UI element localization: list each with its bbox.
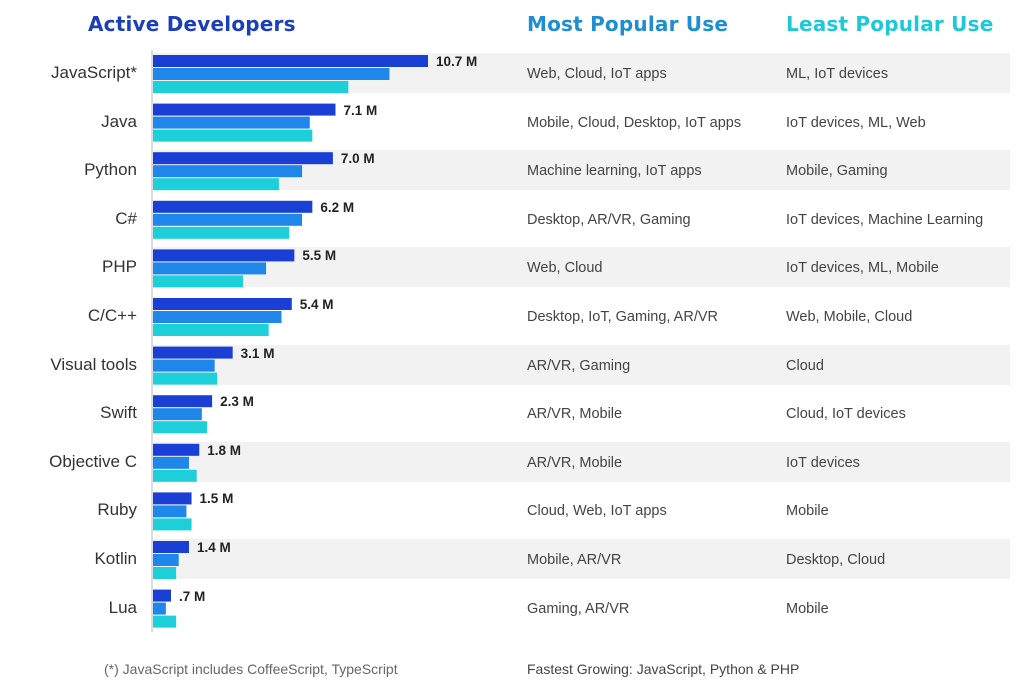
category-label: Swift xyxy=(100,403,137,423)
category-label: Python xyxy=(84,160,137,180)
least-popular-cell: Web, Mobile, Cloud xyxy=(786,309,913,325)
least-popular-cell: Mobile xyxy=(786,600,829,617)
bar-series-2 xyxy=(153,359,215,372)
most-popular-cell: Web, Cloud, IoT apps xyxy=(527,66,667,82)
most-popular-cell: Mobile, Cloud, Desktop, IoT apps xyxy=(527,114,742,131)
bar-series-3 xyxy=(153,518,192,531)
bar-series-2 xyxy=(153,213,303,226)
bar-series-3 xyxy=(153,567,177,579)
bar-value-label: 5.4 M xyxy=(299,297,334,312)
bar-series-2 xyxy=(153,602,166,615)
bar-series-3 xyxy=(153,81,349,93)
bar-series-1 xyxy=(153,103,336,116)
most-popular-cell: Gaming, AR/VR xyxy=(527,600,630,617)
bar-value-label: 10.7 M xyxy=(436,54,478,69)
bar-series-2 xyxy=(153,311,282,323)
category-label: JavaScript* xyxy=(51,63,137,82)
most-popular-cell: Desktop, IoT, Gaming, AR/VR xyxy=(527,309,718,325)
bar-series-1 xyxy=(153,249,295,262)
most-popular-cell: Desktop, AR/VR, Gaming xyxy=(527,211,691,228)
least-popular-cell: IoT devices, Machine Learning xyxy=(786,211,984,228)
least-popular-cell: IoT devices, ML, Mobile xyxy=(786,260,939,277)
least-popular-cell: Cloud xyxy=(786,357,824,374)
footnote-fastest-growing: Fastest Growing: JavaScript, Python & PH… xyxy=(527,661,800,677)
least-popular-cell: Desktop, Cloud xyxy=(786,552,886,568)
bar-series-3 xyxy=(153,324,269,336)
bar-series-3 xyxy=(153,421,207,434)
bar-series-1 xyxy=(153,152,333,165)
bar-value-label: 2.3 M xyxy=(220,394,254,410)
bar-value-label: 6.2 M xyxy=(320,199,355,215)
bar-value-label: 5.5 M xyxy=(302,248,337,264)
bar-value-label: 1.4 M xyxy=(196,540,231,555)
category-label: Kotlin xyxy=(94,549,137,568)
header-most-popular-use: Most Popular Use xyxy=(527,12,729,36)
bar-value-label: 7.1 M xyxy=(343,102,378,118)
row-band xyxy=(152,539,1010,579)
bar-series-3 xyxy=(153,226,290,239)
category-label: Ruby xyxy=(97,500,137,520)
bar-series-2 xyxy=(153,554,179,566)
category-label: PHP xyxy=(102,257,137,277)
row-band xyxy=(152,247,1010,288)
chart-axis-line xyxy=(151,50,153,632)
header-least-popular-use: Least Popular Use xyxy=(786,12,994,36)
bar-series-1 xyxy=(153,541,189,553)
bar-value-label: 1.5 M xyxy=(199,491,234,507)
header-active-developers: Active Developers xyxy=(88,12,296,36)
least-popular-cell: ML, IoT devices xyxy=(786,66,889,82)
row-band xyxy=(152,344,1010,385)
category-label: C/C++ xyxy=(87,306,137,325)
bar-series-2 xyxy=(153,116,310,129)
bar-series-2 xyxy=(153,262,267,275)
bar-series-3 xyxy=(153,178,279,191)
most-popular-cell: AR/VR, Gaming xyxy=(527,357,631,374)
bar-series-2 xyxy=(153,68,390,80)
most-popular-cell: AR/VR, Mobile xyxy=(527,406,623,423)
least-popular-cell: IoT devices xyxy=(786,454,860,471)
bar-series-1 xyxy=(153,589,171,602)
bar-series-3 xyxy=(153,372,218,385)
least-popular-cell: Mobile, Gaming xyxy=(786,163,888,180)
most-popular-cell: Web, Cloud xyxy=(527,260,603,277)
most-popular-cell: AR/VR, Mobile xyxy=(527,454,623,471)
bar-series-1 xyxy=(153,443,200,456)
bar-value-label: 7.0 M xyxy=(340,151,375,167)
most-popular-cell: Mobile, AR/VR xyxy=(527,552,622,568)
bar-series-3 xyxy=(153,469,197,482)
most-popular-cell: Machine learning, IoT apps xyxy=(527,163,702,180)
category-label: Java xyxy=(101,111,137,131)
category-label: Visual tools xyxy=(50,354,137,374)
category-label: Objective C xyxy=(49,451,137,471)
bar-series-1 xyxy=(153,55,428,67)
most-popular-cell: Cloud, Web, IoT apps xyxy=(527,503,667,520)
bar-value-label: 3.1 M xyxy=(240,345,275,361)
bar-value-label: 1.8 M xyxy=(207,442,242,458)
bar-series-2 xyxy=(153,456,189,469)
least-popular-cell: IoT devices, ML, Web xyxy=(786,114,926,131)
row-band xyxy=(152,441,1010,482)
bar-series-2 xyxy=(153,165,303,178)
bar-value-label: .7 M xyxy=(178,588,206,604)
bar-series-2 xyxy=(153,408,202,421)
bar-series-1 xyxy=(153,298,292,310)
least-popular-cell: Mobile xyxy=(786,503,829,520)
bar-series-2 xyxy=(153,505,187,518)
bar-series-1 xyxy=(153,395,213,408)
category-label: Lua xyxy=(108,597,137,617)
bar-series-1 xyxy=(153,200,313,213)
bar-series-3 xyxy=(153,129,313,142)
bar-series-1 xyxy=(153,346,233,359)
bar-series-3 xyxy=(153,275,243,288)
category-label: C# xyxy=(115,208,137,228)
bar-series-3 xyxy=(153,615,177,628)
footnote-javascript: (*) JavaScript includes CoffeeScript, Ty… xyxy=(104,661,398,677)
least-popular-cell: Cloud, IoT devices xyxy=(786,406,906,423)
bar-series-1 xyxy=(153,492,192,505)
